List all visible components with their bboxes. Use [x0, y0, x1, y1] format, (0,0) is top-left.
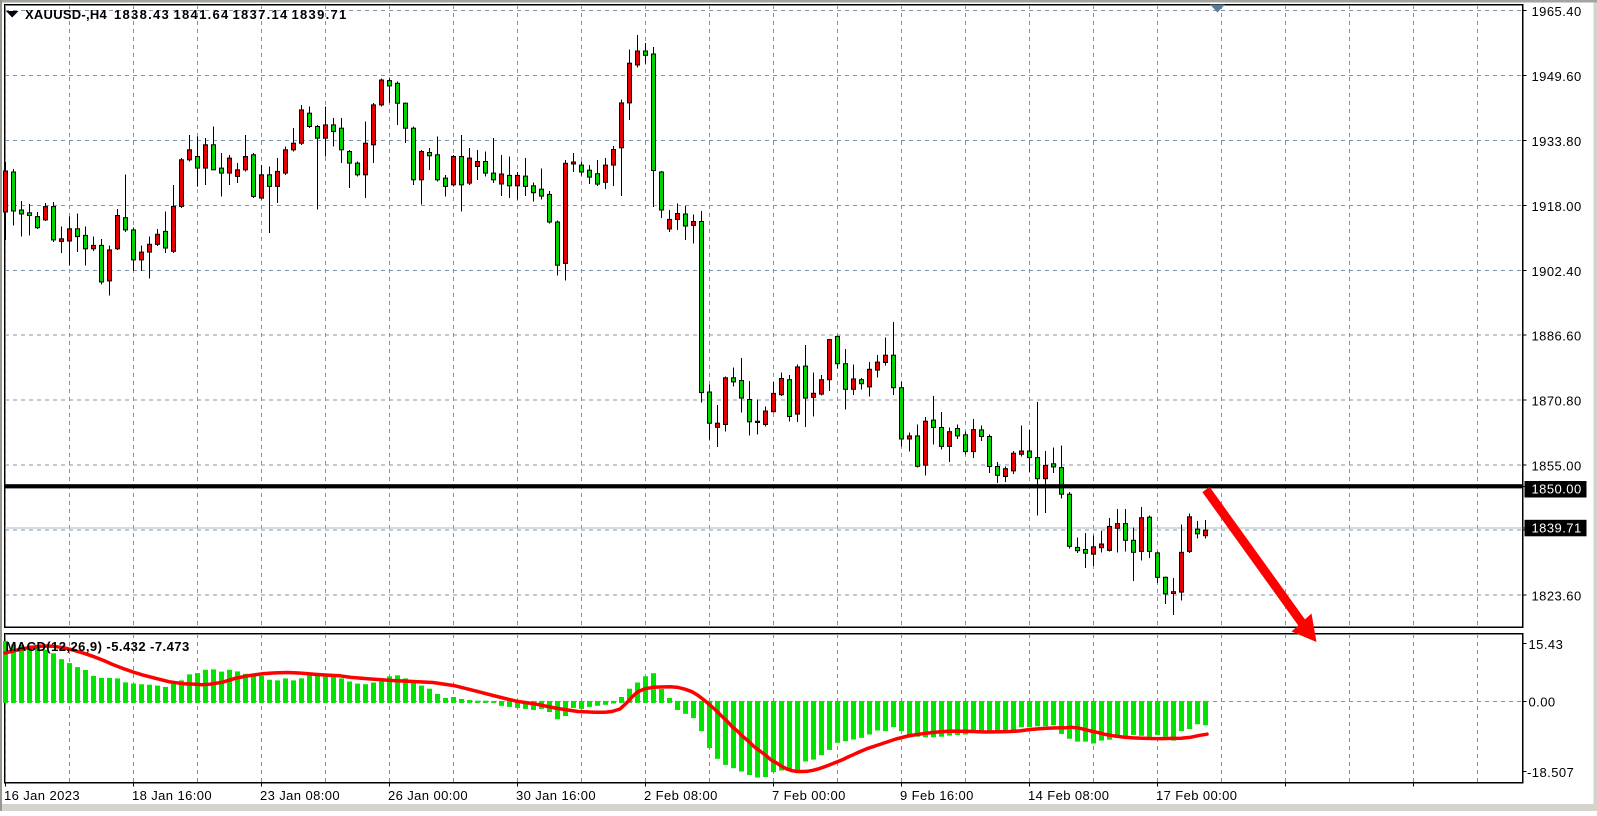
svg-text:1886.60: 1886.60 [1532, 329, 1582, 344]
svg-text:1870.80: 1870.80 [1532, 394, 1582, 409]
svg-text:7 Feb 00:00: 7 Feb 00:00 [772, 788, 846, 803]
svg-text:1850.00: 1850.00 [1532, 482, 1582, 497]
svg-text:18 Jan 16:00: 18 Jan 16:00 [132, 788, 212, 803]
svg-text:1839.71: 1839.71 [1532, 521, 1582, 536]
svg-text:9 Feb 16:00: 9 Feb 16:00 [900, 788, 974, 803]
svg-text:23 Jan 08:00: 23 Jan 08:00 [260, 788, 340, 803]
svg-text:1902.40: 1902.40 [1532, 264, 1582, 279]
svg-text:15.43: 15.43 [1529, 637, 1564, 652]
svg-text:XAUUSD-,H4: XAUUSD-,H4 [25, 7, 107, 22]
svg-text:MACD(12,26,9) -5.432 -7.473: MACD(12,26,9) -5.432 -7.473 [6, 639, 190, 654]
svg-text:1837.14: 1837.14 [233, 7, 289, 22]
svg-text:1823.60: 1823.60 [1532, 588, 1582, 603]
svg-text:-18.507: -18.507 [1527, 765, 1574, 780]
svg-text:1839.71: 1839.71 [292, 7, 348, 22]
svg-text:1933.80: 1933.80 [1532, 134, 1582, 149]
svg-text:14 Feb 08:00: 14 Feb 08:00 [1028, 788, 1109, 803]
svg-text:17 Feb 00:00: 17 Feb 00:00 [1156, 788, 1237, 803]
svg-text:26 Jan 00:00: 26 Jan 00:00 [388, 788, 468, 803]
svg-text:0.00: 0.00 [1529, 695, 1556, 710]
svg-text:1965.40: 1965.40 [1532, 4, 1582, 19]
svg-text:1855.00: 1855.00 [1532, 459, 1582, 474]
svg-text:16 Jan 2023: 16 Jan 2023 [4, 788, 80, 803]
svg-text:1838.43: 1838.43 [114, 7, 170, 22]
svg-text:1918.00: 1918.00 [1532, 199, 1582, 214]
svg-text:1841.64: 1841.64 [174, 7, 230, 22]
svg-text:30 Jan 16:00: 30 Jan 16:00 [516, 788, 596, 803]
svg-text:1949.60: 1949.60 [1532, 69, 1582, 84]
svg-text:2 Feb 08:00: 2 Feb 08:00 [644, 788, 718, 803]
